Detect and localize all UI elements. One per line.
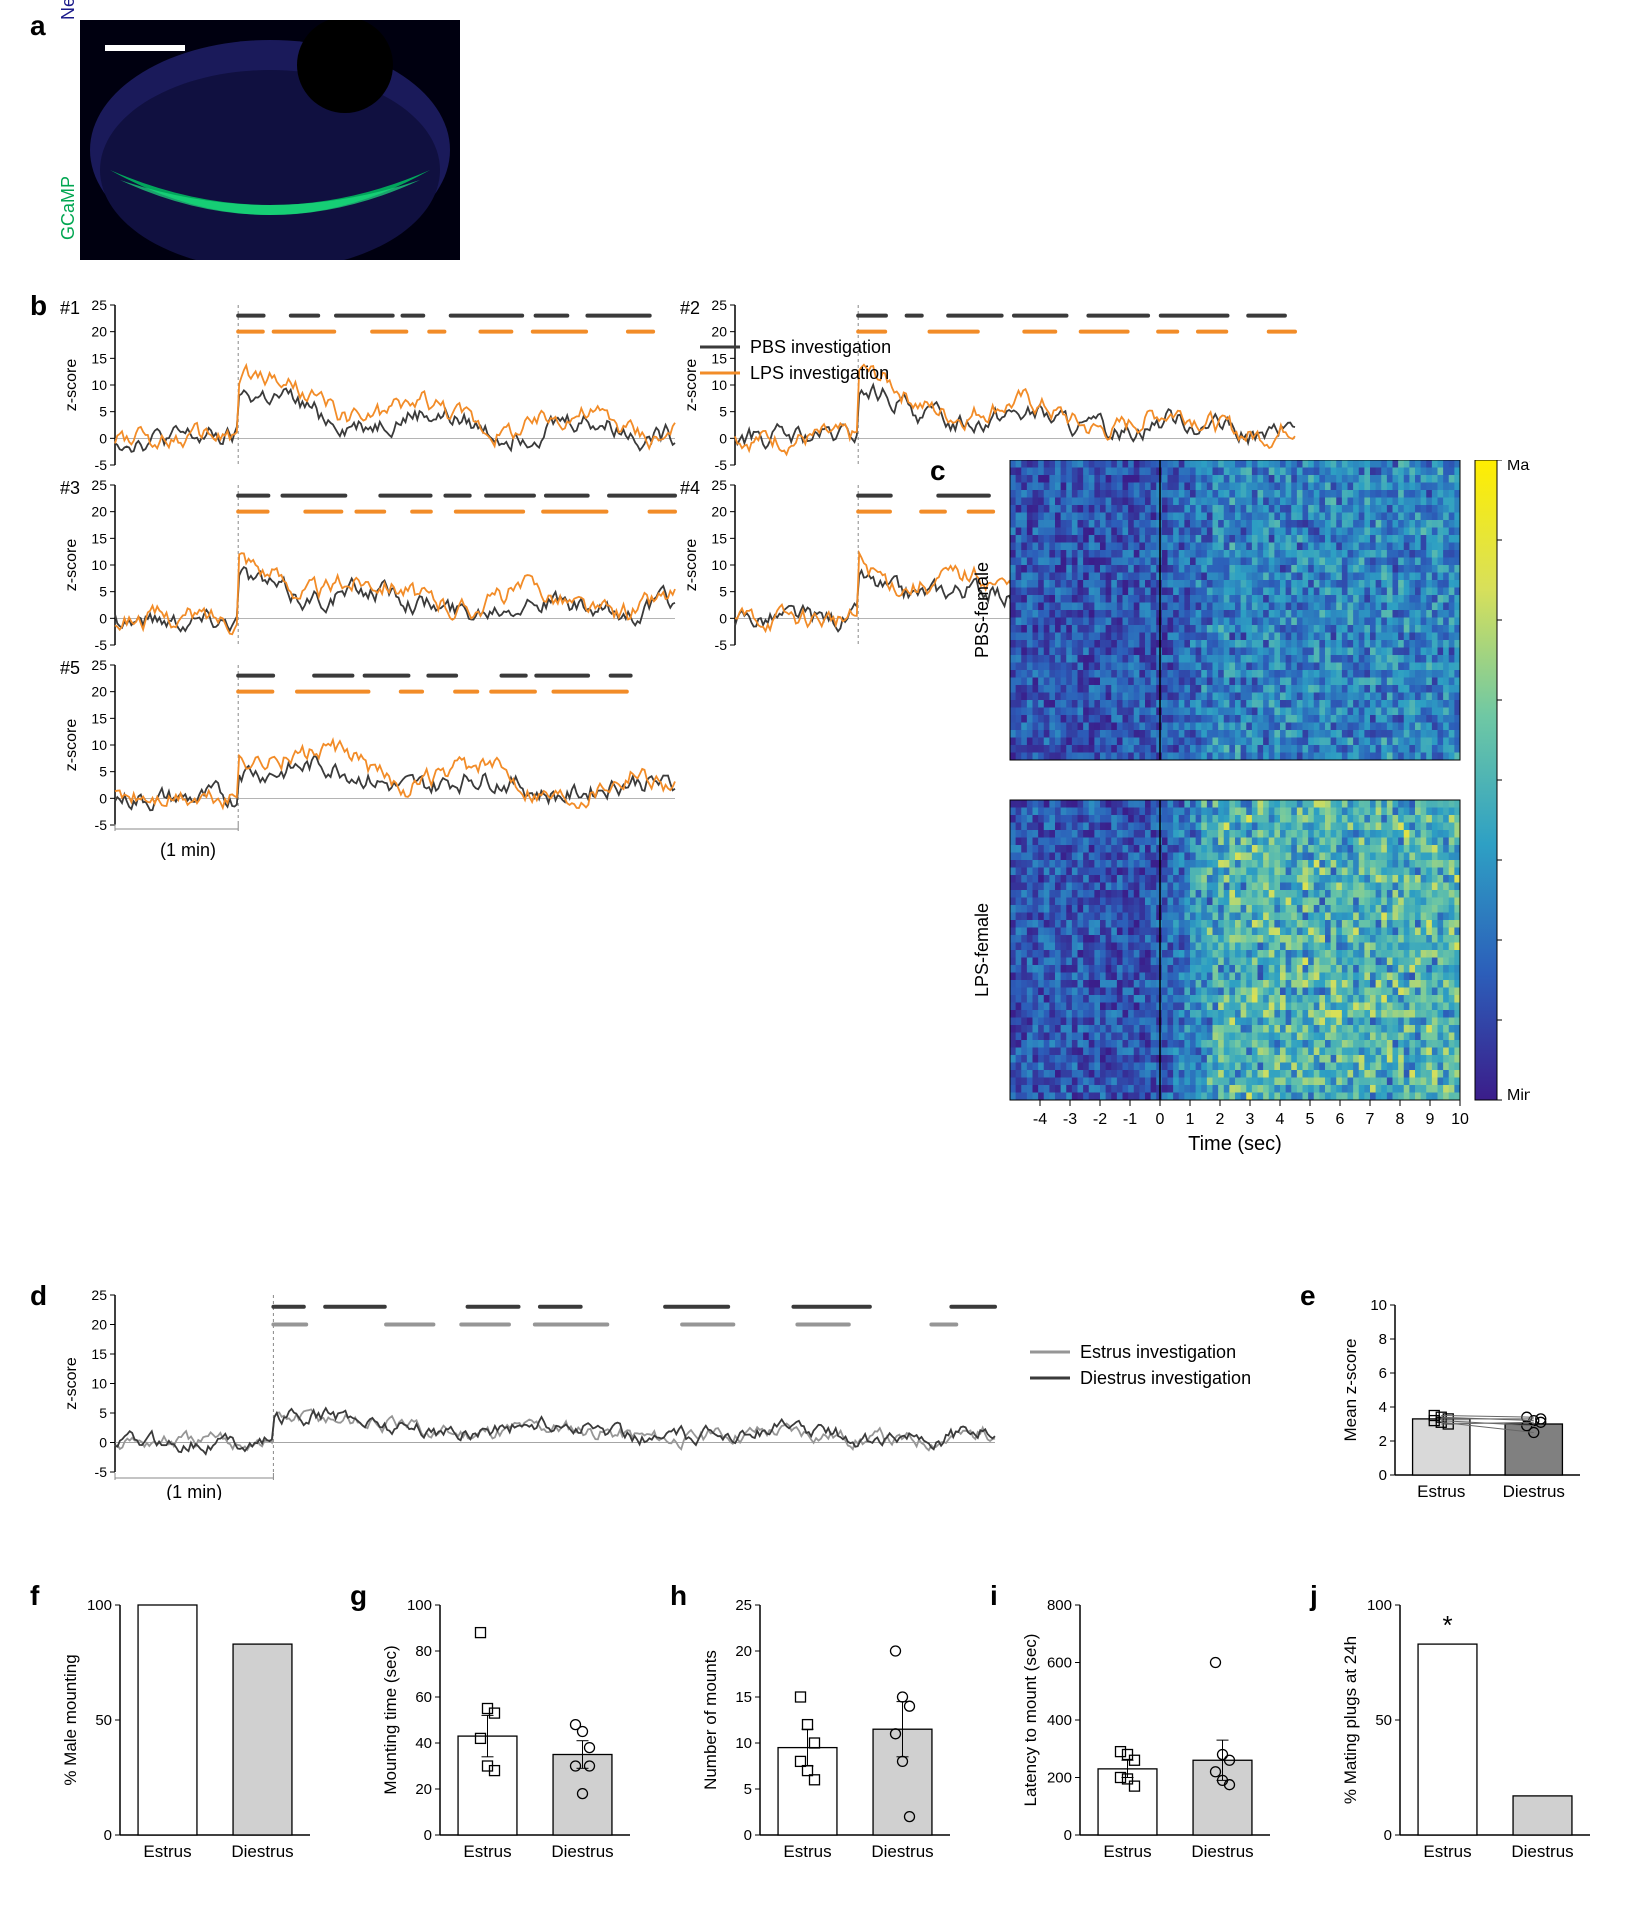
svg-text:25: 25 <box>711 300 727 313</box>
svg-text:10: 10 <box>91 557 107 573</box>
panel-d-trace: -50510152025z-score(1 min) <box>60 1290 1000 1505</box>
panel-e-barchart: 0246810Mean z-scoreEstrusDiestrus <box>1340 1290 1590 1525</box>
trace-row: #5 -5 0 5 10 15 20 25 z-score <box>60 660 680 835</box>
panel-c-label: c <box>930 455 946 487</box>
svg-text:15: 15 <box>91 350 107 366</box>
bar-svg: 0246810Mean z-scoreEstrusDiestrus <box>1340 1290 1590 1520</box>
panel-f-barchart: 050100% Male mountingEstrusDiestrus <box>60 1590 320 1885</box>
legend-estrus-text: Estrus investigation <box>1080 1342 1236 1362</box>
svg-text:z-score: z-score <box>63 539 80 592</box>
svg-text:#2: #2 <box>680 300 700 318</box>
svg-text:#4: #4 <box>680 480 700 498</box>
svg-text:5: 5 <box>719 584 727 600</box>
svg-text:10: 10 <box>91 737 107 753</box>
svg-text:20: 20 <box>711 504 727 520</box>
svg-text:0: 0 <box>719 610 727 626</box>
heatmap-svg: PBS-femaleLPS-female-4-3-2-1012345678910… <box>970 460 1530 1170</box>
panel-e-label: e <box>1300 1280 1316 1312</box>
panel-b-legend: PBS investigation LPS investigation <box>700 335 950 395</box>
legend-pbs-text: PBS investigation <box>750 337 891 357</box>
panel-g-barchart: 020406080100Mounting time (sec)EstrusDie… <box>380 1590 640 1885</box>
bar-svg: 050100% Male mountingEstrusDiestrus <box>60 1590 320 1880</box>
legend-lps-text: LPS investigation <box>750 363 889 383</box>
svg-text:-5: -5 <box>715 457 728 473</box>
panel-a-neurotrace-label: Neurotrace <box>58 0 79 20</box>
panel-h-barchart: 0510152025Number of mountsEstrusDiestrus <box>700 1590 960 1885</box>
svg-text:10: 10 <box>711 557 727 573</box>
svg-text:5: 5 <box>719 404 727 420</box>
svg-text:-5: -5 <box>95 637 108 653</box>
svg-text:15: 15 <box>711 530 727 546</box>
svg-text:20: 20 <box>91 684 107 700</box>
svg-text:0: 0 <box>99 430 107 446</box>
bar-svg: 020406080100Mounting time (sec)EstrusDie… <box>380 1590 640 1880</box>
panel-d-svg: -50510152025z-score(1 min) <box>60 1290 1000 1500</box>
svg-text:z-score: z-score <box>63 719 80 772</box>
bar-svg: 0510152025Number of mountsEstrusDiestrus <box>700 1590 960 1880</box>
svg-text:20: 20 <box>91 504 107 520</box>
panel-d-legend: Estrus investigation Diestrus investigat… <box>1030 1340 1310 1400</box>
svg-text:#5: #5 <box>60 660 80 678</box>
panel-a-gcamp-label: GCaMP <box>58 176 79 240</box>
svg-text:-5: -5 <box>95 817 108 833</box>
svg-text:15: 15 <box>91 710 107 726</box>
panel-c-heatmaps: PBS-femaleLPS-female-4-3-2-1012345678910… <box>970 460 1530 1175</box>
trace-row: #3 -5 0 5 10 15 20 25 z-score <box>60 480 680 655</box>
svg-text:5: 5 <box>99 764 107 780</box>
panel-f-label: f <box>30 1580 39 1612</box>
svg-text:-5: -5 <box>95 457 108 473</box>
bar-svg: 0200400600800Latency to mount (sec)Estru… <box>1020 1590 1280 1880</box>
svg-text:10: 10 <box>91 377 107 393</box>
panel-j-barchart: 050100% Mating plugs at 24hEstrusDiestru… <box>1340 1590 1600 1885</box>
trace-row: #1 -5 0 5 10 15 20 25 z-score <box>60 300 680 475</box>
svg-text:0: 0 <box>99 610 107 626</box>
panel-h-label: h <box>670 1580 687 1612</box>
panel-a-label: a <box>30 10 46 42</box>
panel-a-image <box>80 20 460 260</box>
svg-text:#3: #3 <box>60 480 80 498</box>
panel-i-barchart: 0200400600800Latency to mount (sec)Estru… <box>1020 1590 1280 1885</box>
panel-j-label: j <box>1310 1580 1318 1612</box>
svg-text:5: 5 <box>99 404 107 420</box>
svg-text:25: 25 <box>711 480 727 493</box>
svg-text:0: 0 <box>719 430 727 446</box>
svg-text:z-score: z-score <box>683 359 700 412</box>
panel-d-label: d <box>30 1280 47 1312</box>
figure-container: a Neurotrace GCaMP b #1-50510152025z-sco… <box>0 0 1632 1920</box>
svg-text:25: 25 <box>91 660 107 673</box>
svg-text:25: 25 <box>91 300 107 313</box>
svg-text:-5: -5 <box>715 637 728 653</box>
panel-i-label: i <box>990 1580 998 1612</box>
svg-text:#1: #1 <box>60 300 80 318</box>
svg-text:25: 25 <box>91 480 107 493</box>
legend-diestrus-text: Diestrus investigation <box>1080 1368 1251 1388</box>
svg-text:20: 20 <box>91 324 107 340</box>
svg-text:15: 15 <box>91 530 107 546</box>
svg-text:0: 0 <box>99 790 107 806</box>
panel-g-label: g <box>350 1580 367 1612</box>
panel-b-label: b <box>30 290 47 322</box>
bar-svg: 050100% Mating plugs at 24hEstrusDiestru… <box>1340 1590 1600 1880</box>
svg-text:z-score: z-score <box>683 539 700 592</box>
svg-text:5: 5 <box>99 584 107 600</box>
svg-text:z-score: z-score <box>63 359 80 412</box>
